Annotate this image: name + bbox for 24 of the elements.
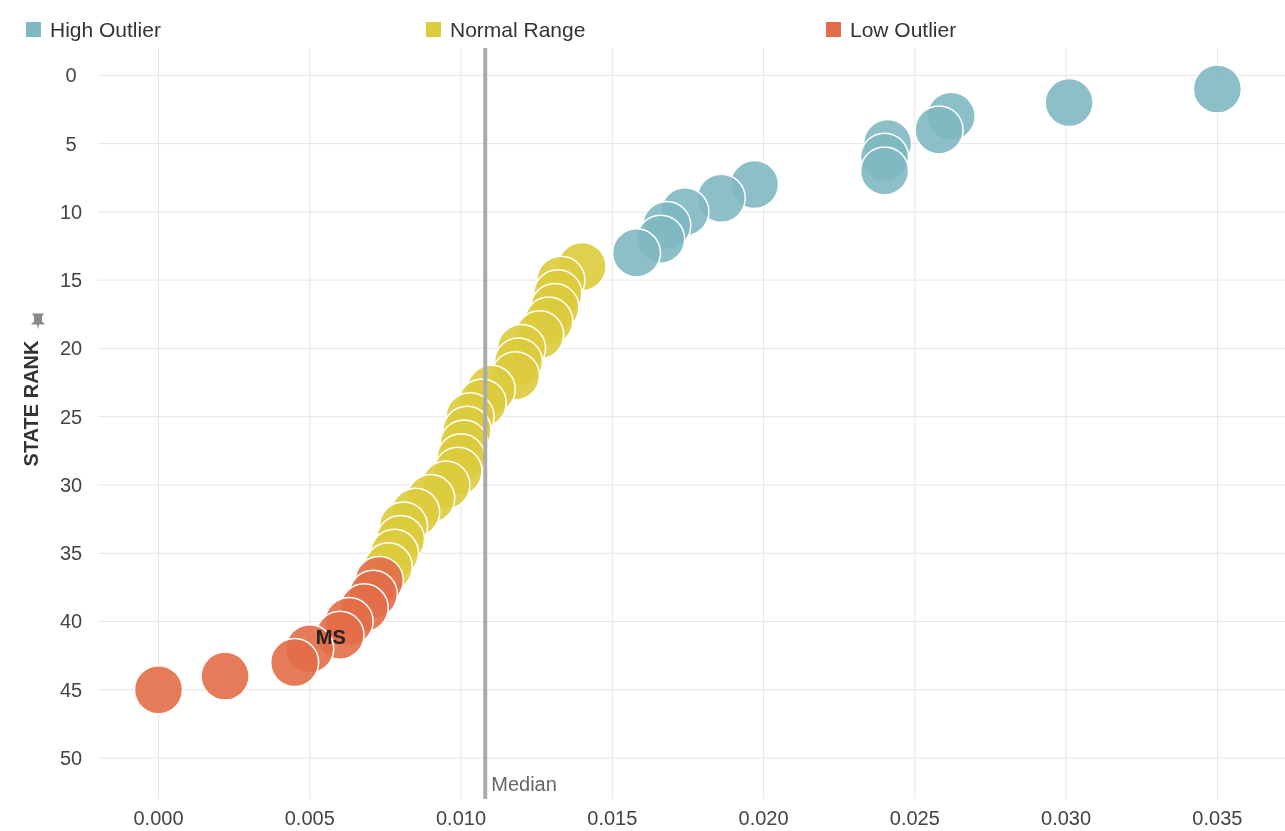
x-tick-label: 0.015 <box>587 807 638 829</box>
y-axis-title: STATE RANK <box>20 339 42 467</box>
x-tick-label: 0.030 <box>1041 807 1092 829</box>
x-tick-label: 0.010 <box>436 807 487 829</box>
y-tick-label: 45 <box>59 678 83 701</box>
y-tick-label: 0 <box>65 64 77 87</box>
x-tick-label: 0.005 <box>284 807 335 829</box>
y-tick-label: 25 <box>59 405 83 428</box>
y-tick-label: 15 <box>59 269 83 292</box>
ref-line-label: Median <box>491 773 557 795</box>
y-tick-label: 5 <box>65 132 77 155</box>
y-tick-label: 50 <box>59 747 83 770</box>
x-tick-label: 0.000 <box>133 807 184 829</box>
y-tick-label: 40 <box>59 610 83 633</box>
y-tick-label: 30 <box>59 473 83 496</box>
x-tick-label: 0.035 <box>1192 807 1243 829</box>
y-tick-label: 35 <box>59 542 83 565</box>
legend-label: Normal Range <box>450 18 586 41</box>
legend-label: Low Outlier <box>850 18 957 41</box>
x-tick-label: 0.025 <box>889 807 940 829</box>
x-tick-label: 0.020 <box>738 807 789 829</box>
y-tick-label: 10 <box>59 200 83 223</box>
legend-label: High Outlier <box>50 18 161 41</box>
y-tick-label: 20 <box>59 337 83 360</box>
